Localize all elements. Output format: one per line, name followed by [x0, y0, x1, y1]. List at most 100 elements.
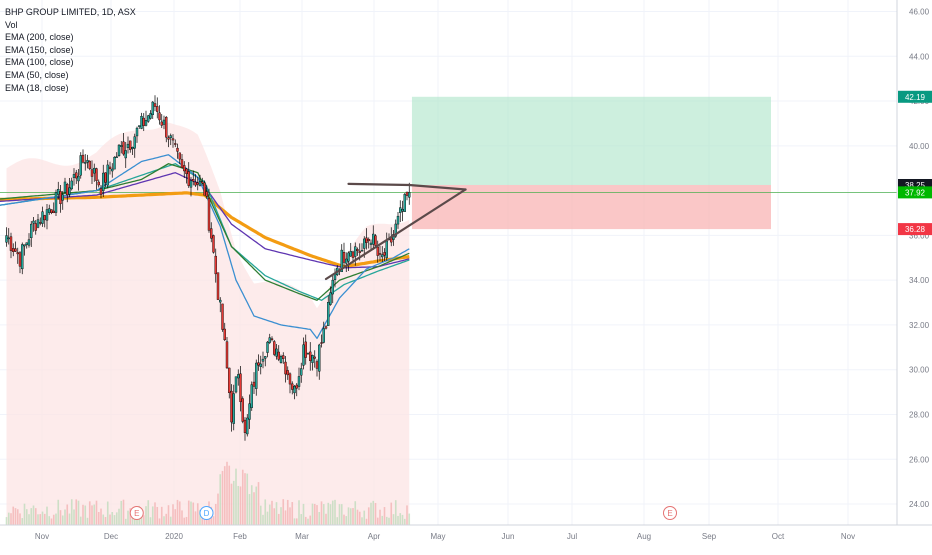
candle-body[interactable]: [117, 144, 121, 157]
candle-body[interactable]: [171, 138, 175, 141]
candle-body[interactable]: [369, 242, 373, 245]
candle-body[interactable]: [378, 253, 382, 255]
candle-body[interactable]: [374, 235, 377, 246]
candle-body[interactable]: [93, 167, 96, 174]
candle-body[interactable]: [347, 252, 350, 262]
candle-body[interactable]: [401, 209, 404, 212]
candle-body[interactable]: [210, 228, 213, 239]
candle-body[interactable]: [68, 187, 71, 195]
candle-body[interactable]: [327, 302, 330, 326]
candle-body[interactable]: [243, 419, 247, 433]
candle-body[interactable]: [356, 249, 359, 251]
candle-body[interactable]: [95, 168, 98, 181]
candle-body[interactable]: [304, 341, 307, 358]
candle-body[interactable]: [25, 242, 28, 245]
candle-body[interactable]: [252, 381, 256, 387]
candle-body[interactable]: [221, 303, 224, 330]
legend-ema-200[interactable]: EMA (200, close): [5, 32, 74, 43]
candle-body[interactable]: [5, 235, 8, 243]
candle-body[interactable]: [52, 210, 55, 214]
candle-body[interactable]: [270, 338, 274, 340]
candle-body[interactable]: [34, 223, 37, 231]
candle-body[interactable]: [372, 233, 375, 245]
candle-body[interactable]: [54, 192, 58, 213]
legend-vol[interactable]: Vol: [5, 19, 18, 30]
candle-body[interactable]: [9, 236, 13, 251]
candle-body[interactable]: [358, 251, 361, 253]
candle-body[interactable]: [135, 127, 139, 137]
candle-body[interactable]: [237, 374, 240, 379]
candle-body[interactable]: [302, 344, 305, 366]
candle-body[interactable]: [250, 384, 253, 408]
candle-body[interactable]: [32, 220, 35, 224]
candle-body[interactable]: [178, 152, 181, 160]
candle-body[interactable]: [275, 348, 278, 357]
legend-symbol[interactable]: BHP GROUP LIMITED, 1D, ASX: [5, 7, 136, 17]
candle-body[interactable]: [300, 368, 303, 376]
candle-body[interactable]: [14, 248, 17, 252]
candle-body[interactable]: [311, 355, 314, 363]
candle-body[interactable]: [318, 344, 321, 372]
candle-body[interactable]: [295, 384, 298, 389]
candle-body[interactable]: [313, 356, 316, 359]
candle-body[interactable]: [315, 361, 319, 369]
candle-body[interactable]: [41, 211, 44, 224]
candle-body[interactable]: [340, 249, 343, 273]
candle-body[interactable]: [203, 182, 206, 196]
candle-body[interactable]: [156, 106, 159, 112]
candle-body[interactable]: [102, 172, 105, 192]
candle-body[interactable]: [72, 174, 76, 178]
candle-body[interactable]: [248, 403, 251, 420]
candle-body[interactable]: [261, 358, 265, 362]
candle-body[interactable]: [129, 140, 132, 150]
candle-body[interactable]: [12, 248, 15, 252]
candle-body[interactable]: [216, 272, 220, 300]
candle-body[interactable]: [394, 223, 397, 237]
candle-body[interactable]: [228, 367, 231, 393]
candle-body[interactable]: [84, 162, 87, 164]
candle-body[interactable]: [111, 168, 114, 172]
event-marker[interactable]: [663, 506, 677, 520]
candle-body[interactable]: [66, 184, 69, 196]
candle-body[interactable]: [194, 181, 197, 186]
candle-body[interactable]: [383, 252, 386, 256]
candle-body[interactable]: [268, 337, 271, 343]
candle-body[interactable]: [183, 165, 186, 172]
candle-body[interactable]: [160, 121, 163, 126]
candle-body[interactable]: [174, 143, 177, 145]
candle-body[interactable]: [342, 252, 346, 263]
candle-body[interactable]: [385, 240, 388, 258]
candle-body[interactable]: [264, 356, 267, 359]
trendline-0[interactable]: [347, 182, 467, 191]
candle-body[interactable]: [351, 251, 355, 258]
candle-body[interactable]: [113, 156, 116, 170]
candle-body[interactable]: [30, 223, 33, 239]
candle-body[interactable]: [16, 252, 19, 255]
legend-ema-100[interactable]: EMA (100, close): [5, 57, 74, 68]
candle-body[interactable]: [279, 356, 283, 363]
candle-body[interactable]: [396, 215, 400, 225]
candle-body[interactable]: [405, 191, 409, 196]
candle-body[interactable]: [232, 393, 235, 424]
candle-body[interactable]: [324, 326, 328, 329]
candle-body[interactable]: [23, 244, 26, 247]
candle-body[interactable]: [365, 237, 368, 243]
candle-body[interactable]: [106, 164, 109, 186]
candle-body[interactable]: [50, 209, 53, 213]
candle-body[interactable]: [291, 383, 294, 390]
candle-body[interactable]: [207, 198, 211, 231]
candle-body[interactable]: [176, 147, 179, 152]
candle-body[interactable]: [259, 363, 262, 367]
candle-body[interactable]: [196, 182, 199, 185]
candle-body[interactable]: [79, 155, 82, 176]
legend-ema-150[interactable]: EMA (150, close): [5, 44, 74, 55]
candle-body[interactable]: [288, 373, 292, 385]
candle-body[interactable]: [153, 103, 157, 107]
candle-body[interactable]: [246, 417, 249, 435]
candle-body[interactable]: [86, 160, 89, 163]
candle-body[interactable]: [57, 189, 60, 195]
candle-body[interactable]: [180, 159, 184, 168]
candle-body[interactable]: [239, 373, 242, 402]
candle-body[interactable]: [257, 362, 260, 366]
event-marker[interactable]: [199, 506, 214, 520]
